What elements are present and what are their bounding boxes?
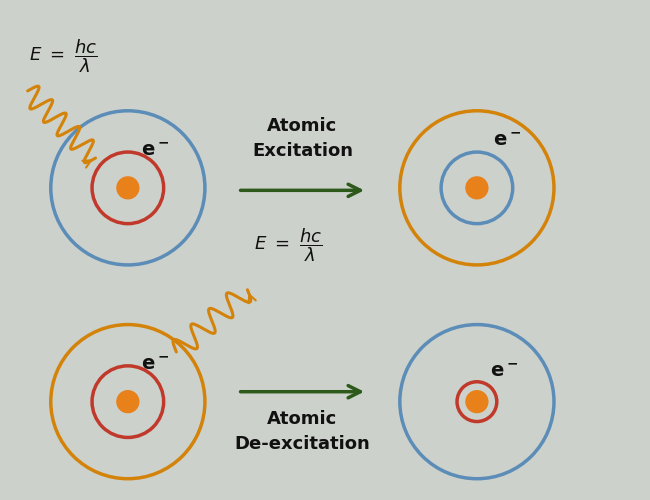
Text: $E\ =\ \dfrac{hc}{\lambda}$: $E\ =\ \dfrac{hc}{\lambda}$ xyxy=(254,226,322,264)
Circle shape xyxy=(466,390,488,412)
Circle shape xyxy=(117,390,139,412)
Text: Atomic: Atomic xyxy=(267,410,337,428)
Circle shape xyxy=(466,177,488,199)
Text: Atomic: Atomic xyxy=(267,116,337,134)
Text: $\mathbf{e^-}$: $\mathbf{e^-}$ xyxy=(493,131,521,150)
Text: De-excitation: De-excitation xyxy=(235,435,370,453)
Circle shape xyxy=(117,177,139,199)
Text: $E\ =\ \dfrac{hc}{\lambda}$: $E\ =\ \dfrac{hc}{\lambda}$ xyxy=(29,38,98,75)
Text: $\mathbf{e^-}$: $\mathbf{e^-}$ xyxy=(141,355,169,374)
Text: $\mathbf{e^-}$: $\mathbf{e^-}$ xyxy=(490,362,518,382)
Text: Excitation: Excitation xyxy=(252,142,353,160)
Text: $\mathbf{e^-}$: $\mathbf{e^-}$ xyxy=(141,141,169,160)
